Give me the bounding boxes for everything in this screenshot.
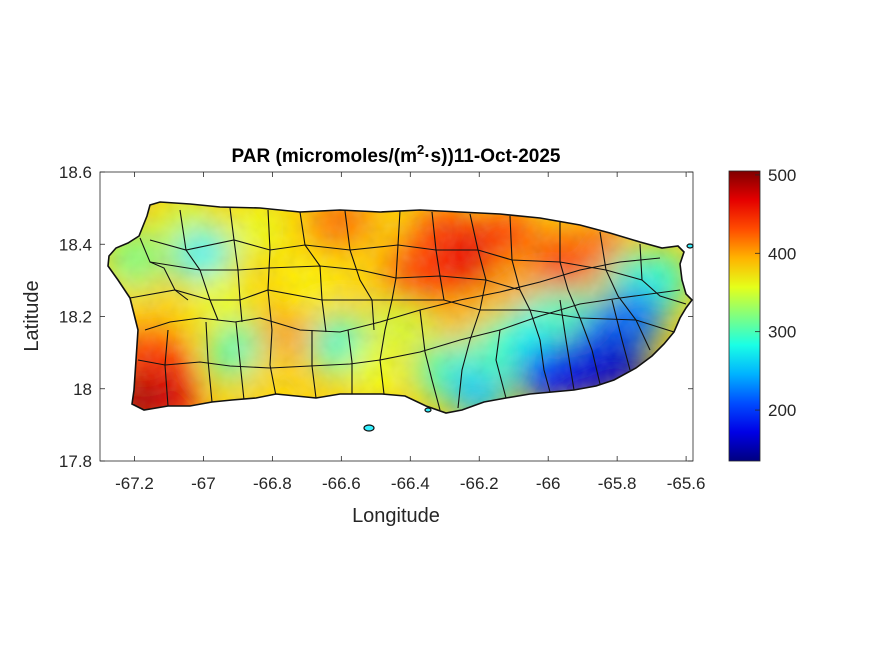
municipality-boundaries	[129, 207, 687, 411]
x-tick-label: -67.2	[115, 474, 154, 493]
y-axis-label: Latitude	[21, 280, 43, 351]
x-tick-label: -66.2	[460, 474, 499, 493]
x-axis-label: Longitude	[352, 505, 440, 527]
x-tick-label: -66.4	[391, 474, 430, 493]
x-tick-label: -65.8	[598, 474, 637, 493]
x-tick-label: -65.6	[667, 474, 706, 493]
x-tick-label: -66.6	[322, 474, 361, 493]
y-tick-label: 18.2	[59, 308, 92, 327]
colorbar	[728, 170, 761, 462]
y-tick-label: 17.8	[59, 452, 92, 471]
colorbar-tick-label: 500	[768, 166, 796, 185]
x-tick-label: -67	[191, 474, 216, 493]
chart-title: PAR (micromoles/(m2·s))11-Oct-2025	[232, 142, 561, 167]
x-tick-label: -66	[536, 474, 561, 493]
x-axis: -67.2 -67 -66.8 -66.6 -66.4 -66.2 -66 -65.8 -65.…	[115, 172, 705, 493]
y-tick-label: 18	[73, 380, 92, 399]
small-islands	[363, 243, 694, 432]
colorbar-tick-label: 300	[768, 323, 796, 342]
colorbar-tick-label: 200	[768, 401, 796, 420]
x-tick-label: -66.8	[253, 474, 292, 493]
title-superscript: 2	[417, 142, 424, 157]
y-tick-label: 18.6	[59, 163, 92, 182]
colorbar-tick-label: 400	[768, 244, 796, 263]
y-axis: 17.8 18 18.2 18.4 18.6	[59, 163, 693, 471]
y-tick-label: 18.4	[59, 235, 92, 254]
colorbar-ticks: 200 300 400 500	[755, 166, 796, 420]
